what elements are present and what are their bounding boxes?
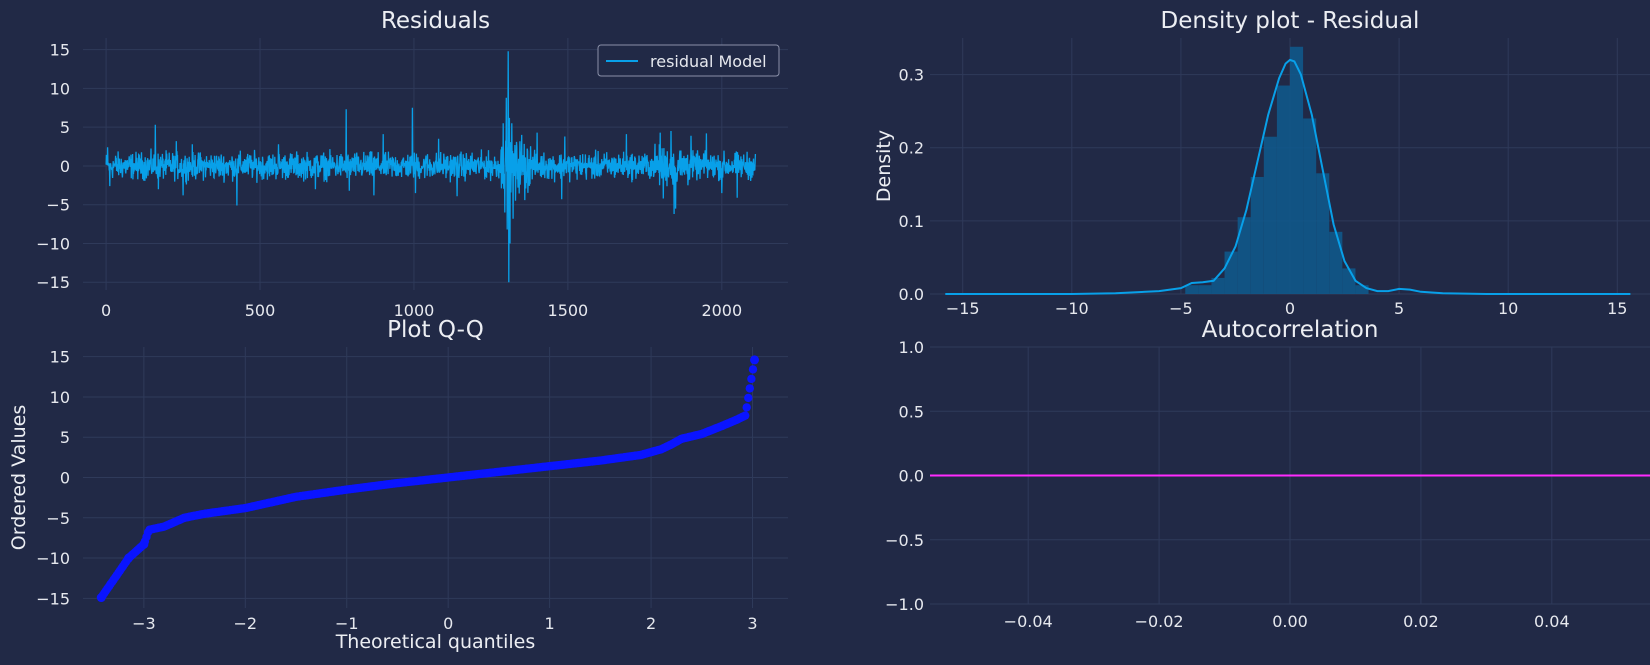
qq-point (742, 403, 751, 412)
y-axis-label: Ordered Values (8, 405, 30, 550)
qq-point (748, 365, 758, 374)
x-tick-label: 0.00 (1272, 612, 1308, 631)
x-tick-label: 2000 (701, 301, 742, 320)
density-chart: −15 −10 −5 0 5 10 15 0.0 0.1 0.2 0.3 Density plot -… (873, 8, 1650, 318)
histogram-bar (1185, 285, 1199, 294)
kde-curve (945, 58, 1631, 295)
y-tick-label: 1.0 (899, 338, 924, 357)
x-tick-label: 0 (443, 614, 453, 633)
y-tick-label: −1.0 (885, 595, 924, 614)
histogram-bar (1198, 285, 1212, 294)
x-tick-label: 0 (1285, 299, 1295, 318)
y-axis-label: Density (873, 130, 895, 202)
y-tick-label: 0 (60, 157, 70, 176)
x-tick-label: −0.02 (1135, 612, 1184, 631)
x-tick-label: 2 (646, 614, 656, 633)
y-tick-label: −5 (46, 196, 70, 215)
histogram-bar (1342, 268, 1356, 294)
chart-title: Density plot - Residual (1161, 8, 1420, 34)
histogram-bar (1237, 217, 1251, 294)
legend-frame (597, 44, 780, 77)
y-tick-label: 10 (50, 79, 70, 98)
x-tick-label: −1 (335, 614, 359, 633)
histogram-bar (1224, 251, 1238, 294)
x-axis-label: Theoretical quantiles (335, 631, 536, 653)
histogram-bar (1250, 176, 1264, 294)
y-tick-label: 0.1 (899, 212, 924, 231)
x-tick-label: 1 (545, 614, 555, 633)
histogram-bar (1355, 285, 1369, 294)
histogram-bar (1303, 118, 1317, 294)
x-tick-label: 5 (1394, 299, 1404, 318)
qq-outlier-point (139, 539, 149, 549)
y-tick-label: −5 (46, 509, 70, 528)
qq-outlier-point (124, 553, 134, 563)
y-tick-label: −0.5 (885, 531, 924, 550)
x-tick-label: 500 (245, 301, 276, 320)
x-tick-label: 10 (1498, 299, 1518, 318)
chart-title: Residuals (381, 8, 490, 34)
qq-outlier-point (96, 593, 106, 603)
qq-point (745, 384, 754, 393)
x-tick-label: −2 (234, 614, 258, 633)
y-tick-label: 0.0 (899, 467, 924, 486)
qq-point (744, 393, 753, 403)
histogram-bar (1211, 277, 1225, 294)
residual-series-line (105, 51, 757, 283)
y-tick-label: 15 (50, 41, 70, 60)
chart-title: Autocorrelation (1202, 317, 1379, 343)
x-tick-label: −0.04 (1004, 612, 1053, 631)
y-tick-label: 5 (60, 118, 70, 137)
residuals-chart: 0 500 1000 1500 2000 15 10 5 0 −5 −10 −15 Residuals r… (36, 8, 788, 320)
y-tick-label: 5 (60, 428, 70, 447)
y-tick-label: −10 (36, 234, 70, 253)
y-tick-label: 0.5 (899, 402, 924, 421)
x-tick-label: −3 (132, 614, 156, 633)
qq-point (741, 411, 750, 420)
x-tick-label: −15 (946, 299, 980, 318)
histogram-bar (1329, 231, 1343, 294)
histogram-bar (1290, 46, 1304, 294)
y-tick-label: −15 (36, 273, 70, 292)
histogram-bar (1263, 136, 1277, 294)
legend: residual Model (597, 44, 780, 77)
x-tick-label: 0.02 (1403, 612, 1439, 631)
y-tick-label: 15 (50, 348, 70, 367)
y-tick-label: −15 (36, 589, 70, 608)
x-tick-label: 1500 (548, 301, 589, 320)
y-tick-label: 0.0 (899, 285, 924, 304)
histogram-bar (1276, 85, 1290, 295)
x-tick-label: 3 (747, 614, 757, 633)
qq-outlier-point (750, 355, 760, 365)
y-tick-label: 0 (60, 469, 70, 488)
x-tick-label: 0 (101, 301, 111, 320)
histogram-bar (1316, 173, 1330, 294)
x-tick-label: −5 (1169, 299, 1193, 318)
x-tick-label: 1000 (394, 301, 435, 320)
x-tick-label: −10 (1055, 299, 1089, 318)
x-tick-label: 15 (1607, 299, 1627, 318)
qq-point (747, 374, 756, 384)
y-tick-label: 10 (50, 388, 70, 407)
legend-label: residual Model (650, 52, 767, 71)
y-tick-label: −10 (36, 549, 70, 568)
y-tick-label: 0.3 (899, 66, 924, 85)
x-tick-label: 0.04 (1534, 612, 1570, 631)
autocorrelation-chart: −0.04 −0.02 0.00 0.02 0.04 1.0 0.5 0.0 −0.5 −1.0 A… (885, 317, 1650, 631)
y-tick-label: 0.2 (899, 139, 924, 158)
chart-title: Plot Q-Q (387, 317, 484, 343)
